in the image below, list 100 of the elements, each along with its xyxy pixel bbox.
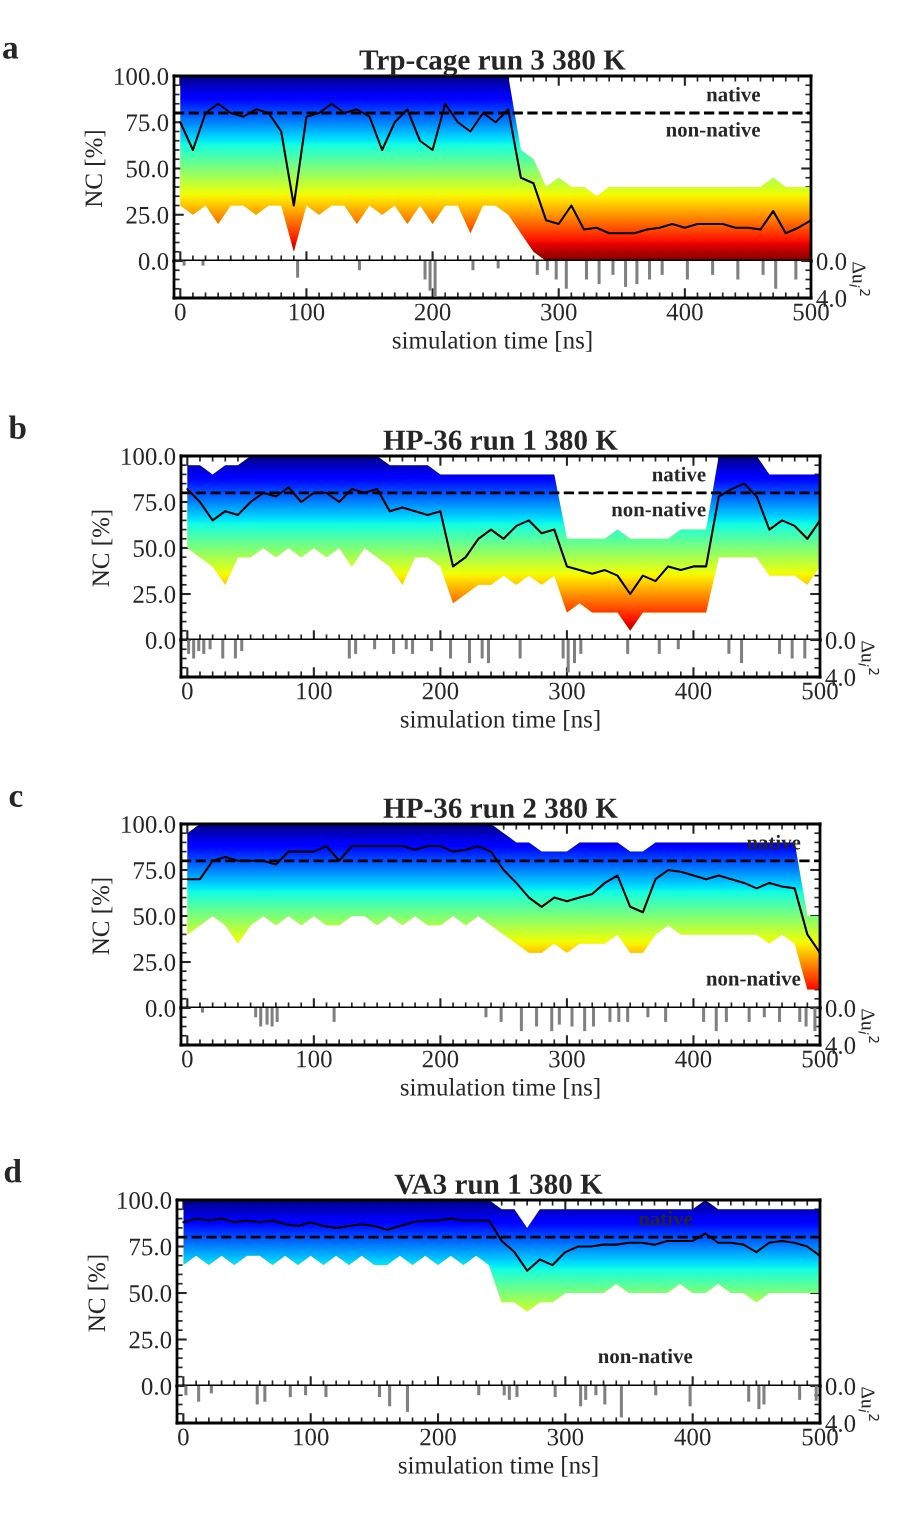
x-tick-label: 300 <box>549 1050 585 1068</box>
y-tick-label: 0.0 <box>816 253 847 271</box>
x-axis-title: simulation time [ns] <box>400 710 600 731</box>
y-tick-label: 50.0 <box>133 540 176 558</box>
bar <box>654 1386 658 1396</box>
y-axis-title: Δu$_{i}$$^{2}$ <box>858 1387 880 1421</box>
bar <box>187 640 191 654</box>
bar <box>727 640 731 654</box>
bar <box>449 640 453 659</box>
bar <box>518 640 522 659</box>
bar <box>550 1008 554 1032</box>
bar <box>553 1386 557 1398</box>
y-tick-label: 0.0 <box>825 632 856 650</box>
x-axis-title: simulation time [ns] <box>398 1456 598 1477</box>
bar <box>813 1008 817 1032</box>
bar <box>564 261 568 289</box>
x-tick-label: 400 <box>675 1050 712 1068</box>
bar <box>354 640 358 654</box>
y-tick-label: 50.0 <box>129 1285 172 1303</box>
bar <box>405 1386 409 1412</box>
y-tick-label: 0.0 <box>825 1000 856 1018</box>
x-tick-label: 400 <box>666 303 703 321</box>
y-axis-title: NC [%] <box>91 878 113 955</box>
bar <box>208 640 212 650</box>
x-tick-label: 100 <box>294 1428 329 1446</box>
annotation: non-native <box>611 501 706 517</box>
x-tick-label: 300 <box>547 1428 584 1446</box>
bar <box>774 261 778 289</box>
x-tick-label: 0 <box>182 682 193 700</box>
bar <box>761 261 765 275</box>
bar <box>736 261 740 280</box>
bar <box>184 1386 188 1396</box>
bar <box>803 640 807 659</box>
bar <box>254 1008 258 1018</box>
bar <box>777 1008 782 1022</box>
x-axis-title: simulation time [ns] <box>392 331 592 352</box>
bar <box>626 1008 630 1022</box>
y-tick-label: 100.0 <box>122 816 176 834</box>
y-tick-label: 0.0 <box>825 1378 856 1396</box>
y-tick-label: 100.0 <box>115 68 169 86</box>
bar <box>570 1008 574 1027</box>
y-axis-title: Δu$_{i}$$^{2}$ <box>858 641 880 675</box>
annotation: native <box>706 86 761 102</box>
chart-title: HP-36 run 1 380 K <box>383 430 618 451</box>
bar <box>471 261 475 271</box>
bar <box>584 261 588 280</box>
bar <box>611 261 615 275</box>
bar <box>499 1008 503 1022</box>
chart-title: HP-36 run 2 380 K <box>383 798 618 819</box>
bar <box>724 1008 728 1022</box>
bar <box>740 640 744 664</box>
bar <box>392 640 396 654</box>
bar <box>433 261 437 297</box>
bar <box>794 261 798 280</box>
bar <box>357 261 361 271</box>
bar <box>714 1008 718 1032</box>
bar <box>583 1008 587 1032</box>
x-axis-title: simulation time [ns] <box>400 1078 600 1099</box>
bar <box>619 1386 623 1418</box>
y-tick-label: 50.0 <box>133 908 176 926</box>
bar <box>430 640 434 652</box>
bar <box>275 1008 279 1022</box>
chart-title: VA3 run 1 380 K <box>394 1174 603 1195</box>
text: c <box>9 790 23 807</box>
x-tick-label: 100 <box>297 1050 332 1068</box>
bar <box>664 1008 668 1022</box>
bar <box>270 1008 274 1027</box>
bar <box>296 261 300 278</box>
bar <box>597 261 601 285</box>
bar <box>804 1008 808 1027</box>
bar <box>221 640 225 659</box>
bar <box>347 640 351 659</box>
y-tick-label: 25.0 <box>133 586 176 604</box>
bar <box>561 640 565 659</box>
x-tick-label: 300 <box>541 303 577 321</box>
bar <box>762 1386 766 1405</box>
bar <box>747 1386 751 1402</box>
bar <box>240 640 244 652</box>
bar <box>648 261 652 280</box>
bar <box>757 1386 761 1410</box>
bar <box>554 261 558 280</box>
bar <box>535 1008 539 1027</box>
bar <box>579 1386 583 1407</box>
y-tick-label: 75.0 <box>134 494 176 512</box>
x-tick-label: 100 <box>289 303 325 321</box>
text: a <box>3 42 19 59</box>
bar <box>790 640 794 659</box>
bar <box>688 1386 692 1407</box>
bar <box>624 261 628 287</box>
bar <box>573 640 577 664</box>
bar <box>608 1008 612 1022</box>
bar <box>502 1386 506 1396</box>
y-axis-title: NC [%] <box>87 1255 109 1332</box>
y-tick-label: 50.0 <box>126 160 169 178</box>
bar <box>747 1008 751 1022</box>
y-tick-label: 100.0 <box>122 448 176 466</box>
bar <box>324 1386 328 1398</box>
bar <box>545 261 549 271</box>
bar <box>507 1386 511 1400</box>
bar <box>496 261 500 269</box>
